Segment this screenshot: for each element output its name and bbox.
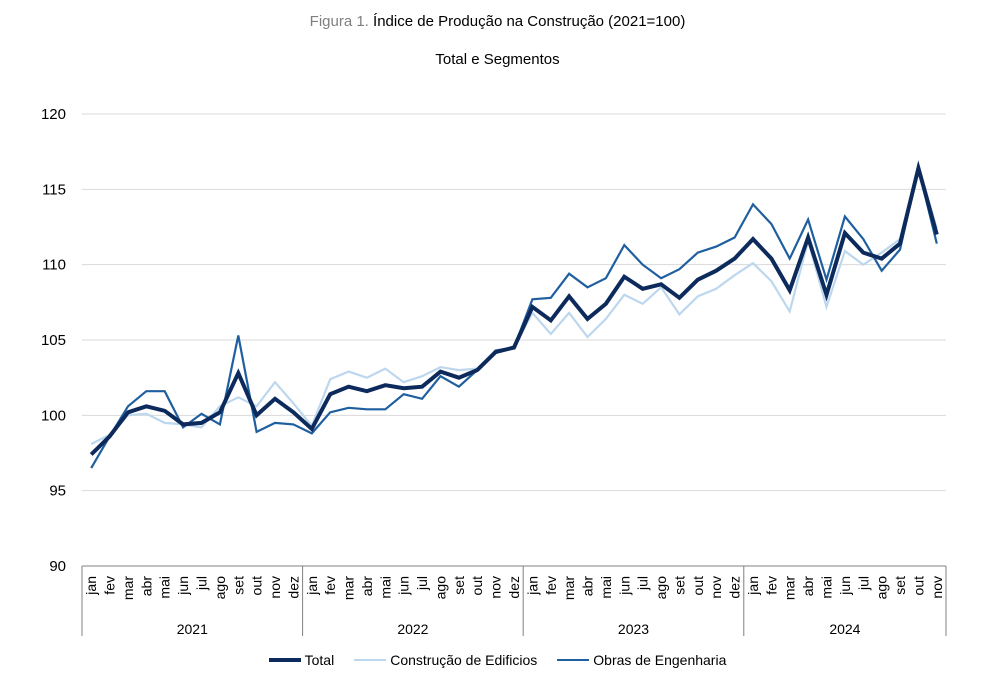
legend-swatch-edificios	[354, 659, 387, 661]
x-tick-label-jul-2023: jul	[635, 576, 651, 591]
x-tick-label-mar-2022: mar	[341, 576, 357, 600]
year-label-2024: 2024	[829, 621, 860, 637]
x-tick-label-abr-2021: abr	[138, 576, 154, 597]
x-tick-label-jan-2023: jan	[524, 576, 540, 596]
year-label-2021: 2021	[177, 621, 208, 637]
series-line-edificios	[90, 160, 938, 445]
chart-legend: Total Construção de Edificios Obras de E…	[0, 652, 995, 668]
chart-title-block: Figura 1. Índice de Produção na Construç…	[0, 12, 995, 70]
x-tick-label-fev-2022: fev	[322, 576, 338, 595]
figure-title: Índice de Produção na Construção (2021=1…	[373, 13, 686, 30]
x-tick-label-fev-2024: fev	[763, 576, 779, 595]
x-tick-label-set-2021: set	[230, 576, 246, 595]
x-tick-label-out-2024: out	[910, 576, 926, 596]
legend-item-engenharia: Obras de Engenharia	[557, 652, 726, 668]
chart-title: Figura 1. Índice de Produção na Construç…	[0, 12, 995, 32]
series-line-engenharia	[90, 167, 938, 469]
y-tick-label-115: 115	[42, 181, 66, 198]
legend-label-total: Total	[304, 652, 335, 668]
x-tick-label-jan-2022: jan	[304, 576, 320, 596]
x-tick-label-out-2022: out	[469, 576, 485, 596]
y-tick-label-95: 95	[49, 483, 66, 500]
x-tick-label-mai-2024: mai	[819, 576, 835, 599]
x-tick-label-jul-2022: jul	[414, 576, 430, 591]
x-tick-label-nov-2022: nov	[488, 576, 504, 599]
x-tick-label-jun-2021: jun	[175, 576, 191, 596]
x-tick-label-abr-2022: abr	[359, 576, 375, 597]
x-tick-label-ago-2023: ago	[653, 576, 669, 600]
legend-label-edificios: Construção de Edificios	[390, 652, 538, 668]
y-tick-label-110: 110	[42, 257, 66, 274]
x-tick-label-dez-2021: dez	[285, 576, 301, 599]
x-tick-label-jan-2021: jan	[83, 576, 99, 596]
chart-subtitle: Total e Segmentos	[435, 51, 560, 68]
figure-prefix: Figura 1.	[309, 13, 369, 30]
x-tick-label-mai-2022: mai	[377, 576, 393, 599]
y-tick-label-120: 120	[41, 106, 66, 123]
x-tick-label-nov-2024: nov	[929, 576, 945, 599]
x-tick-label-jun-2024: jun	[837, 576, 853, 596]
x-tick-label-dez-2022: dez	[506, 576, 522, 599]
year-label-2022: 2022	[397, 621, 428, 637]
x-tick-label-mar-2023: mar	[561, 576, 577, 600]
x-tick-label-fev-2021: fev	[102, 576, 118, 595]
x-tick-label-out-2021: out	[249, 576, 265, 596]
x-tick-label-set-2024: set	[892, 576, 908, 595]
x-tick-label-ago-2021: ago	[212, 576, 228, 600]
x-tick-label-set-2023: set	[671, 576, 687, 595]
x-tick-label-mai-2021: mai	[157, 576, 173, 599]
y-tick-label-100: 100	[41, 407, 66, 424]
x-tick-label-nov-2021: nov	[267, 576, 283, 599]
x-tick-label-mar-2024: mar	[782, 576, 798, 600]
x-tick-label-set-2022: set	[451, 576, 467, 595]
series-line-total	[89, 160, 939, 456]
x-tick-label-abr-2024: abr	[800, 576, 816, 597]
x-tick-label-jul-2021: jul	[193, 576, 209, 591]
year-label-2023: 2023	[618, 621, 649, 637]
legend-swatch-total	[268, 658, 301, 662]
x-tick-label-jun-2022: jun	[396, 576, 412, 596]
x-tick-label-jan-2024: jan	[745, 576, 761, 596]
legend-swatch-engenharia	[557, 659, 590, 661]
x-tick-label-ago-2024: ago	[874, 576, 890, 600]
x-tick-label-mar-2021: mar	[120, 576, 136, 600]
x-tick-label-nov-2023: nov	[708, 576, 724, 599]
x-tick-label-abr-2023: abr	[580, 576, 596, 597]
legend-item-total: Total	[268, 652, 335, 668]
legend-item-edificios: Construção de Edificios	[354, 652, 537, 668]
x-tick-label-dez-2023: dez	[727, 576, 743, 599]
x-tick-label-fev-2023: fev	[543, 576, 559, 595]
legend-label-engenharia: Obras de Engenharia	[593, 652, 727, 668]
x-tick-label-jul-2024: jul	[855, 576, 871, 591]
x-tick-label-jun-2023: jun	[616, 576, 632, 596]
x-tick-label-out-2023: out	[690, 576, 706, 596]
x-tick-label-mai-2023: mai	[598, 576, 614, 599]
y-tick-label-90: 90	[49, 558, 66, 575]
y-tick-label-105: 105	[41, 332, 66, 349]
x-tick-label-ago-2022: ago	[432, 576, 448, 600]
